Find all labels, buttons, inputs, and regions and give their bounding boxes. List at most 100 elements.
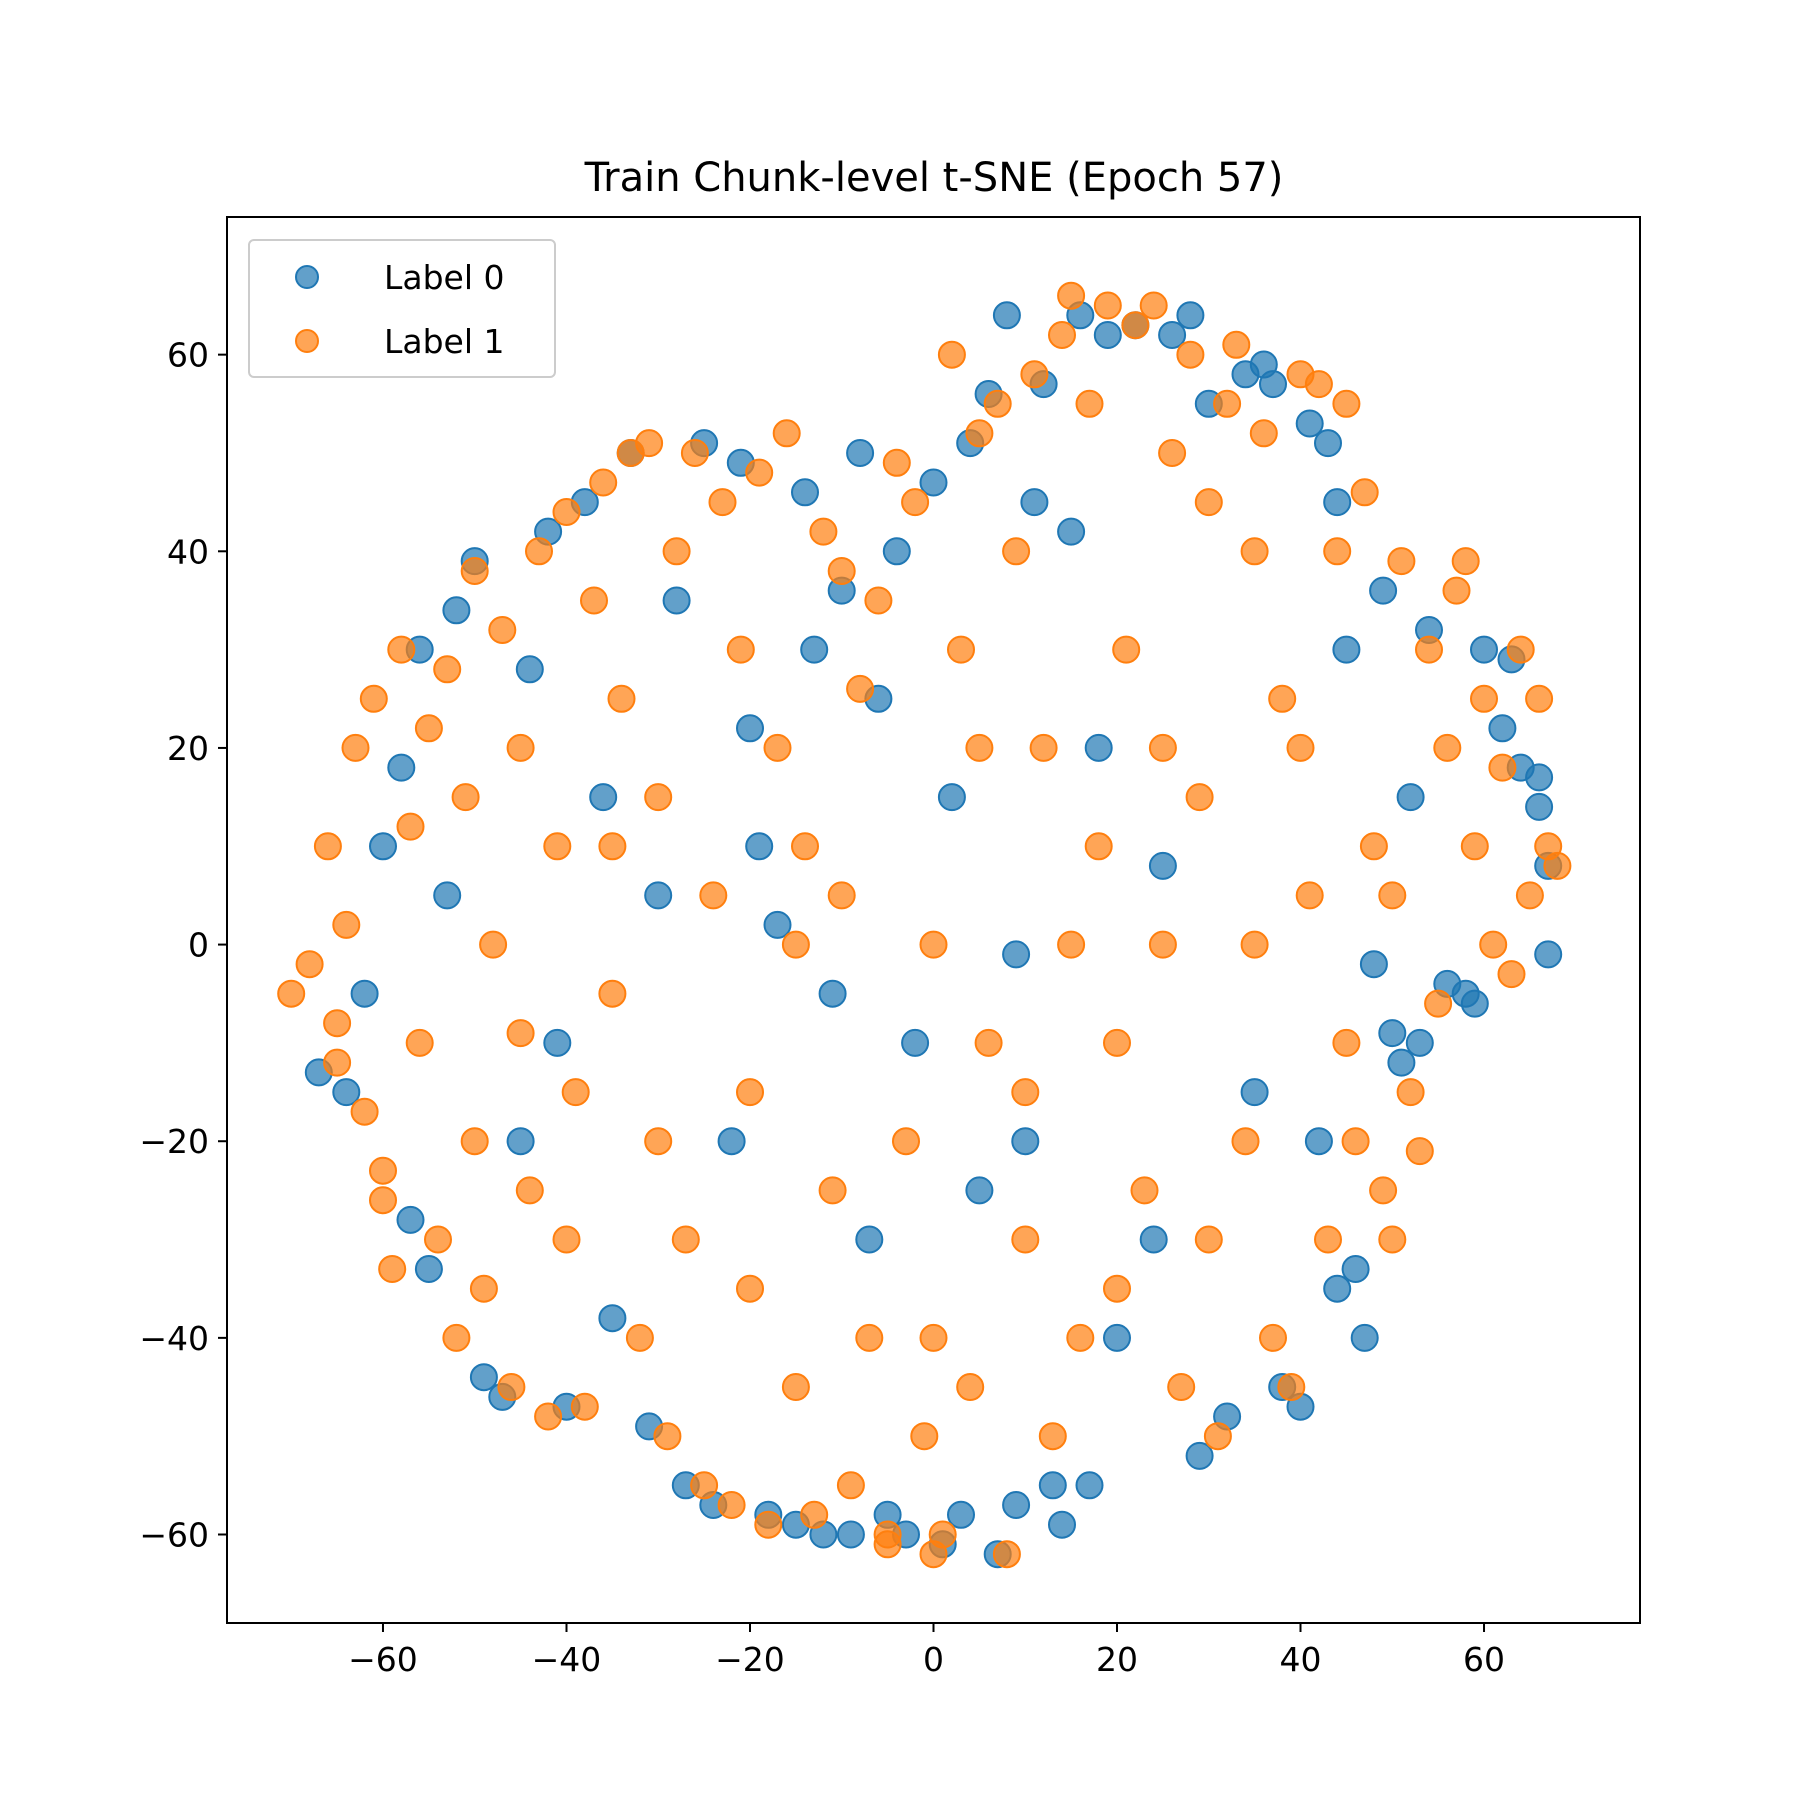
y-tick-label: 20 — [167, 729, 209, 768]
x-tick-label: −40 — [532, 1640, 602, 1679]
point-label-1-154 — [827, 881, 856, 910]
legend-label-0: Label 0 — [384, 258, 505, 297]
point-label-1-23 — [506, 733, 535, 762]
point-label-0-57 — [1011, 1127, 1040, 1156]
point-label-1-32 — [589, 468, 618, 497]
point-label-1-114 — [1341, 1127, 1370, 1156]
point-label-1-92 — [1139, 291, 1168, 320]
point-label-1-88 — [1103, 1274, 1131, 1303]
point-label-1-31 — [580, 586, 608, 615]
point-label-1-97 — [1185, 783, 1214, 812]
point-label-1-106 — [1268, 684, 1297, 713]
point-label-1-2 — [313, 832, 342, 861]
point-label-0-28 — [717, 1127, 746, 1156]
point-label-1-140 — [369, 1156, 397, 1185]
point-label-0-1 — [332, 1078, 361, 1107]
x-tick-label: 20 — [1096, 1640, 1138, 1679]
point-label-1-73 — [965, 419, 994, 448]
point-label-0-30 — [736, 714, 764, 743]
point-label-1-94 — [1158, 439, 1187, 467]
point-label-0-70 — [1158, 321, 1187, 349]
point-label-1-28 — [552, 498, 581, 526]
point-label-0-62 — [1057, 517, 1086, 546]
legend-box — [248, 239, 556, 378]
point-label-1-110 — [1304, 370, 1333, 399]
point-label-1-64 — [882, 448, 911, 477]
point-label-1-126 — [1451, 547, 1480, 576]
point-label-0-92 — [1396, 783, 1425, 812]
point-label-0-58 — [1020, 488, 1049, 517]
point-label-1-109 — [1295, 881, 1324, 910]
point-label-1-132 — [1506, 635, 1535, 664]
point-label-0-71 — [1176, 301, 1205, 330]
point-label-1-60 — [846, 674, 875, 703]
y-axis: −60 −40 −20 0 20 40 60 — [139, 336, 227, 1555]
point-label-0-14 — [515, 655, 544, 684]
point-label-1-71 — [947, 635, 975, 664]
point-label-1-96 — [1176, 340, 1205, 369]
point-label-1-41 — [671, 1225, 700, 1254]
point-label-0-3 — [369, 832, 397, 861]
point-label-1-26 — [534, 1402, 563, 1431]
point-label-1-120 — [1396, 1078, 1425, 1107]
point-label-0-5 — [396, 1205, 425, 1234]
point-label-0-85 — [1332, 635, 1361, 664]
point-label-1-72 — [956, 1373, 985, 1401]
point-label-1-8 — [369, 1186, 397, 1215]
point-label-1-137 — [873, 1530, 902, 1559]
point-label-1-82 — [1048, 321, 1076, 349]
point-label-1-89 — [1112, 635, 1141, 664]
point-label-0-108 — [745, 832, 774, 861]
point-label-1-133 — [1515, 881, 1544, 910]
point-label-0-72 — [1185, 1441, 1214, 1470]
point-label-1-134 — [1525, 684, 1554, 713]
point-label-0-50 — [947, 1500, 975, 1529]
point-label-1-33 — [598, 979, 627, 1008]
y-tick-label: −60 — [139, 1516, 209, 1555]
x-tick-label: 40 — [1280, 1640, 1322, 1679]
point-label-0-24 — [662, 586, 691, 615]
point-label-1-79 — [1020, 360, 1049, 389]
point-label-1-49 — [745, 458, 774, 487]
point-label-0-7 — [414, 1255, 443, 1283]
point-label-1-55 — [800, 1500, 829, 1529]
point-label-0-4 — [387, 753, 416, 782]
point-label-1-39 — [653, 1422, 682, 1451]
point-label-1-80 — [1029, 733, 1058, 762]
point-label-1-9 — [378, 1255, 407, 1283]
point-label-0-107 — [1002, 940, 1031, 969]
point-label-1-17 — [451, 783, 480, 812]
point-label-0-90 — [1378, 1019, 1407, 1048]
point-label-1-27 — [543, 832, 572, 861]
legend-marker-label-0 — [295, 265, 319, 289]
point-label-1-5 — [341, 733, 370, 762]
point-label-1-123 — [1424, 989, 1453, 1018]
x-tick-label: 60 — [1463, 1640, 1505, 1679]
point-label-0-60 — [1038, 1471, 1067, 1500]
point-label-1-78 — [1011, 1225, 1040, 1254]
point-label-1-127 — [1460, 832, 1489, 861]
point-label-1-37 — [635, 429, 664, 458]
point-label-1-61 — [855, 1323, 884, 1352]
point-label-1-36 — [625, 1323, 654, 1352]
point-label-1-129 — [1479, 930, 1508, 959]
point-label-1-91 — [1130, 1176, 1159, 1205]
point-label-0-81 — [1295, 409, 1324, 438]
point-label-1-122 — [1415, 635, 1443, 664]
point-label-1-13 — [414, 714, 443, 743]
point-label-1-136 — [1543, 851, 1572, 880]
point-label-1-57 — [818, 1176, 847, 1205]
point-label-0-97 — [1488, 714, 1517, 743]
point-label-0-101 — [1534, 940, 1563, 969]
scatter-points — [277, 281, 1572, 1569]
point-label-0-52 — [965, 1176, 994, 1205]
point-label-1-85 — [1075, 389, 1104, 418]
point-label-1-138 — [919, 1540, 948, 1569]
point-label-1-90 — [1121, 311, 1150, 340]
point-label-1-104 — [1249, 419, 1278, 448]
point-label-0-11 — [469, 1363, 498, 1392]
point-label-1-150 — [552, 1225, 581, 1254]
point-label-1-65 — [892, 1127, 920, 1156]
point-label-0-49 — [937, 783, 966, 812]
point-label-1-10 — [387, 635, 416, 664]
